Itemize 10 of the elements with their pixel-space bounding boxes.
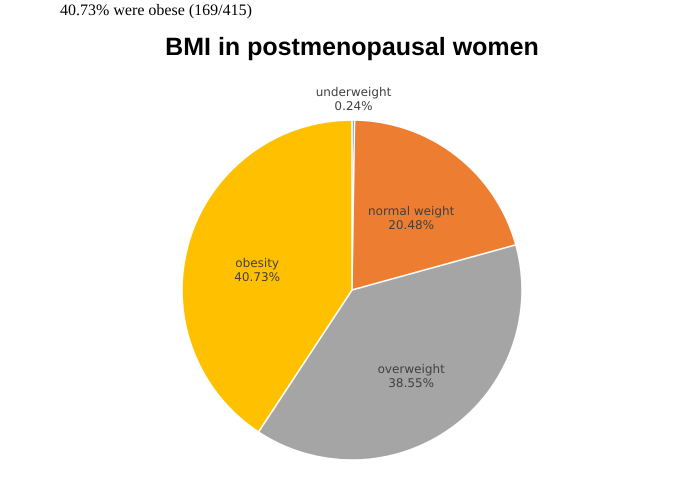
data-label: 0.24% <box>334 99 373 114</box>
data-label: 40.73% <box>234 270 280 284</box>
text: 40.73% were obese (169/415) <box>60 2 252 19</box>
slice-label: underweight <box>316 85 392 100</box>
slice-label: obesity <box>235 256 280 270</box>
data-label: 38.55% <box>388 376 434 390</box>
data-label: 20.48% <box>388 218 434 232</box>
slice-label: normal weight <box>368 204 455 218</box>
slice-label: overweight <box>378 362 446 376</box>
chart-title: BMI in postmenopausal women <box>165 33 539 61</box>
